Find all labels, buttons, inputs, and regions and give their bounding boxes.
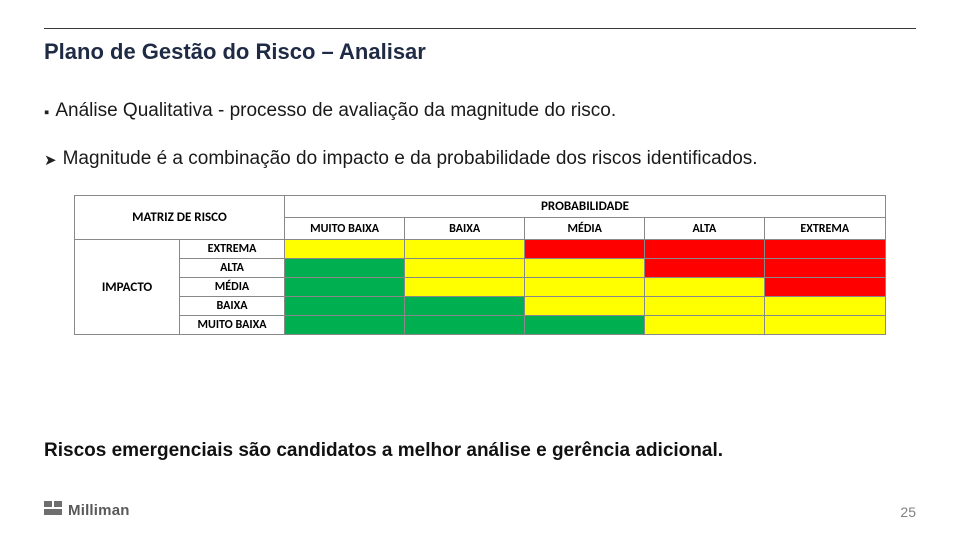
- matrix-cell: [405, 316, 525, 335]
- matrix-col-label: MUITO BAIXA: [284, 218, 404, 240]
- matrix-cell: [405, 240, 525, 259]
- chevron-right-icon: ➤: [44, 147, 57, 175]
- matrix-col-label: BAIXA: [405, 218, 525, 240]
- matrix-cell: [764, 240, 885, 259]
- risk-matrix-table: MATRIZ DE RISCOPROBABILIDADEMUITO BAIXAB…: [74, 195, 886, 335]
- matrix-col-label: MÉDIA: [525, 218, 645, 240]
- footer-statement: Riscos emergenciais são candidatos a mel…: [44, 440, 723, 462]
- matrix-corner-label: MATRIZ DE RISCO: [75, 196, 285, 240]
- matrix-cell: [405, 259, 525, 278]
- matrix-cell: [764, 297, 885, 316]
- matrix-cell: [645, 259, 764, 278]
- page-number: 25: [900, 504, 916, 520]
- risk-matrix: MATRIZ DE RISCOPROBABILIDADEMUITO BAIXAB…: [74, 195, 886, 335]
- matrix-cell: [764, 259, 885, 278]
- matrix-cell: [284, 240, 404, 259]
- matrix-cell: [525, 240, 645, 259]
- matrix-col-label: ALTA: [645, 218, 764, 240]
- square-bullet-icon: ▪: [44, 99, 49, 127]
- matrix-cell: [405, 297, 525, 316]
- matrix-cell: [645, 316, 764, 335]
- matrix-cell: [645, 240, 764, 259]
- bullet-item-1: ▪ Análise Qualitativa - processo de aval…: [44, 99, 916, 127]
- matrix-row-label: BAIXA: [180, 297, 285, 316]
- bullet-text: Magnitude é a combinação do impacto e da…: [63, 147, 758, 172]
- matrix-row-label: MÉDIA: [180, 278, 285, 297]
- matrix-row-label: ALTA: [180, 259, 285, 278]
- matrix-cell: [405, 278, 525, 297]
- title-rule: [44, 28, 916, 29]
- matrix-cell: [764, 316, 885, 335]
- bullet-item-2: ➤ Magnitude é a combinação do impacto e …: [44, 147, 916, 175]
- brand-name: Milliman: [68, 502, 130, 519]
- matrix-cell: [525, 259, 645, 278]
- matrix-row-label: MUITO BAIXA: [180, 316, 285, 335]
- matrix-cell: [284, 278, 404, 297]
- matrix-row-label: EXTREMA: [180, 240, 285, 259]
- page-title: Plano de Gestão do Risco – Analisar: [44, 39, 916, 65]
- matrix-cell: [645, 278, 764, 297]
- bullet-text: Análise Qualitativa - processo de avalia…: [55, 99, 616, 124]
- matrix-cell: [764, 278, 885, 297]
- matrix-cell: [284, 316, 404, 335]
- brand-logo-icon: [44, 501, 62, 520]
- matrix-cell: [284, 297, 404, 316]
- brand: Milliman: [44, 501, 130, 520]
- matrix-cell: [525, 316, 645, 335]
- matrix-cell: [525, 297, 645, 316]
- matrix-col-label: EXTREMA: [764, 218, 885, 240]
- matrix-cell: [284, 259, 404, 278]
- matrix-cell: [525, 278, 645, 297]
- matrix-col-group-label: PROBABILIDADE: [284, 196, 885, 218]
- matrix-cell: [645, 297, 764, 316]
- matrix-row-group-label: IMPACTO: [75, 240, 180, 335]
